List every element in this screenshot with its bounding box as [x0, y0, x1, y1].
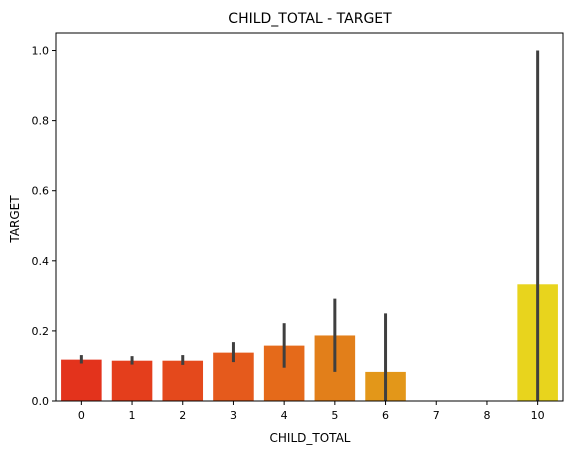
errorbars-group	[79, 50, 540, 401]
chart-title: CHILD_TOTAL - TARGET	[228, 11, 392, 27]
x-tick-label-6: 6	[382, 409, 389, 422]
x-tick-label-8: 8	[483, 409, 490, 422]
x-axis: 0 1 2 3 4 5 6 7 8 10	[78, 401, 545, 422]
y-tick-label-3: 0.6	[32, 185, 50, 198]
x-tick-label-7: 7	[433, 409, 440, 422]
y-tick-label-5: 1.0	[32, 45, 50, 58]
bars-group	[61, 284, 558, 401]
y-axis: 0.0 0.2 0.4 0.6 0.8 1.0	[32, 45, 56, 408]
x-tick-label-0: 0	[78, 409, 85, 422]
plot-frame	[55, 32, 564, 402]
x-tick-label-3: 3	[230, 409, 237, 422]
x-tick-label-10: 10	[531, 409, 545, 422]
x-tick-label-4: 4	[281, 409, 288, 422]
bar-2	[162, 360, 204, 401]
y-tick-label-0: 0.0	[32, 395, 50, 408]
x-tick-label-2: 2	[179, 409, 186, 422]
x-tick-label-1: 1	[129, 409, 136, 422]
y-tick-label-2: 0.4	[32, 255, 50, 268]
y-tick-label-4: 0.8	[32, 115, 50, 128]
x-axis-label: CHILD_TOTAL	[270, 431, 351, 445]
x-tick-label-5: 5	[331, 409, 338, 422]
y-axis-label: TARGET	[8, 195, 22, 244]
bar-0	[61, 359, 102, 401]
y-tick-label-1: 0.2	[32, 325, 50, 338]
bar-1	[111, 360, 153, 401]
